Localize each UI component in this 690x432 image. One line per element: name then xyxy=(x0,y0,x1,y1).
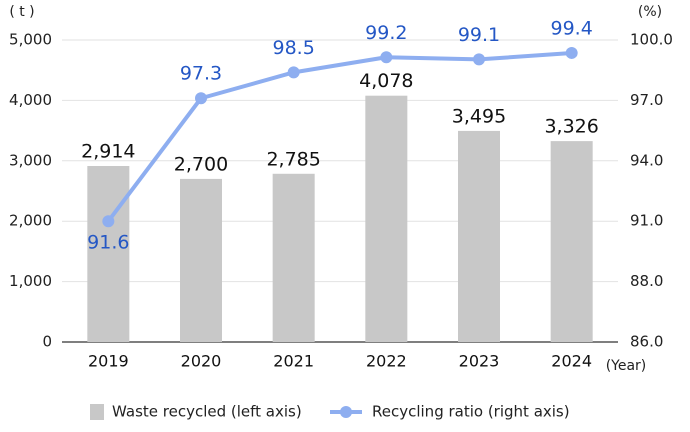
x-tick-label: 2019 xyxy=(88,352,129,371)
left-tick-label: 0 xyxy=(42,333,52,351)
bar xyxy=(550,141,593,342)
x-tick-label: 2022 xyxy=(366,352,407,371)
legend-line-marker xyxy=(340,406,352,418)
bar xyxy=(458,130,500,342)
ratio-line xyxy=(106,50,572,223)
left-axis-unit-label: ( t ) xyxy=(9,4,34,20)
ratio-value-label: 98.5 xyxy=(273,37,315,59)
bar-value-label: 2,700 xyxy=(174,153,228,175)
ratio-value-label: 97.3 xyxy=(180,63,222,85)
right-axis-unit-label: (%) xyxy=(638,4,662,20)
ratio-point xyxy=(473,53,485,66)
ratio-point xyxy=(380,51,393,64)
left-tick-label: 2,000 xyxy=(9,212,52,230)
right-tick-label: 94.0 xyxy=(630,151,663,169)
right-tick-label: 100.0 xyxy=(630,31,673,49)
ratio-value-label: 99.1 xyxy=(458,24,500,46)
left-tick-label: 5,000 xyxy=(9,31,52,49)
legend-line-label: Recycling ratio (right axis) xyxy=(372,403,570,421)
bar xyxy=(87,165,130,342)
ratio-value-label: 91.6 xyxy=(87,232,129,254)
bar-value-label: 3,495 xyxy=(452,105,506,127)
left-tick-label: 4,000 xyxy=(9,91,52,109)
left-tick-label: 3,000 xyxy=(9,151,52,169)
left-tick-label: 1,000 xyxy=(9,272,52,290)
x-tick-label: 2023 xyxy=(459,352,500,371)
bar xyxy=(272,173,315,342)
x-tick-label: 2020 xyxy=(181,352,222,371)
ratio-value-label: 99.2 xyxy=(365,22,407,44)
x-axis-unit-label: (Year) xyxy=(606,358,647,374)
x-tick-label: 2024 xyxy=(551,352,592,371)
bar xyxy=(180,178,222,342)
bar-value-label: 3,326 xyxy=(544,116,598,138)
ratio-point xyxy=(102,215,115,228)
legend-bar-label: Waste recycled (left axis) xyxy=(112,403,302,421)
ratio-point xyxy=(565,46,578,59)
bar xyxy=(365,95,408,342)
right-tick-label: 88.0 xyxy=(630,272,663,290)
x-tick-label: 2021 xyxy=(273,352,314,371)
right-tick-label: 97.0 xyxy=(630,91,663,109)
bar-value-label: 4,078 xyxy=(359,70,413,92)
ratio-point xyxy=(287,66,300,79)
bar-value-label: 2,914 xyxy=(81,140,135,162)
right-tick-label: 86.0 xyxy=(630,333,663,351)
legend-bar-swatch xyxy=(90,404,104,420)
bar-value-label: 2,785 xyxy=(266,148,320,170)
ratio-value-label: 99.4 xyxy=(551,17,593,39)
ratio-point xyxy=(195,92,207,105)
right-tick-label: 91.0 xyxy=(630,212,663,230)
